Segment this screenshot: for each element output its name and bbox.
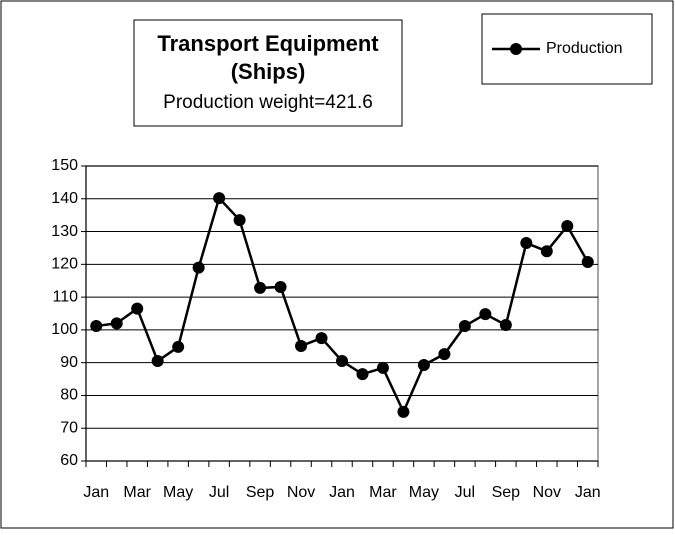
- x-tick-label: Mar: [123, 484, 151, 501]
- data-point: [213, 192, 226, 205]
- data-point: [499, 318, 512, 331]
- x-tick-label: May: [409, 484, 439, 501]
- x-tick-label: May: [163, 484, 193, 501]
- x-tick-label: Jul: [455, 484, 475, 501]
- data-point: [336, 355, 348, 368]
- data-point: [561, 219, 574, 232]
- y-tick-label: 120: [51, 256, 78, 273]
- chart-title: (Ships): [231, 59, 306, 84]
- y-tick-label: 140: [51, 190, 78, 207]
- data-point: [397, 405, 410, 418]
- title-box: [133, 19, 403, 127]
- y-tick-label: 90: [60, 354, 78, 371]
- data-point: [315, 332, 328, 345]
- data-point: [356, 368, 369, 381]
- legend-label: Production: [546, 40, 623, 57]
- data-point: [581, 256, 594, 269]
- y-tick-label: 80: [60, 387, 78, 404]
- y-tick-label: 100: [51, 321, 78, 338]
- data-point: [520, 237, 533, 250]
- data-point: [417, 358, 430, 371]
- data-point: [131, 302, 144, 315]
- x-tick-label: Sep: [492, 484, 521, 501]
- chart-subtitle: Production weight=421.6: [163, 92, 373, 113]
- y-tick-label: 110: [52, 288, 78, 305]
- data-point: [438, 348, 451, 361]
- data-point: [90, 319, 103, 332]
- x-tick-label: Mar: [369, 484, 397, 501]
- x-tick-label: Nov: [533, 484, 561, 501]
- y-tick-label: 60: [60, 452, 78, 469]
- data-point: [479, 308, 492, 321]
- plot-area: [85, 165, 599, 462]
- y-tick-label: 150: [51, 157, 78, 174]
- y-tick-label: 70: [60, 419, 78, 436]
- data-point: [540, 245, 553, 258]
- x-tick-label: Jan: [83, 484, 109, 501]
- data-point: [233, 214, 246, 227]
- data-point: [254, 281, 267, 294]
- x-tick-label: Jan: [329, 484, 355, 501]
- data-point: [172, 340, 185, 353]
- data-point: [151, 355, 164, 368]
- data-point: [192, 261, 205, 274]
- x-tick-label: Nov: [287, 484, 315, 501]
- data-point: [110, 317, 123, 330]
- data-point: [376, 361, 389, 374]
- data-point: [458, 319, 471, 332]
- data-point: [274, 280, 287, 293]
- chart-title: Transport Equipment: [157, 31, 379, 56]
- legend-marker: [510, 43, 522, 55]
- x-tick-label: Jan: [575, 484, 601, 501]
- x-tick-label: Sep: [246, 484, 275, 501]
- x-tick-label: Jul: [209, 484, 229, 501]
- data-point: [295, 339, 308, 352]
- y-tick-label: 130: [51, 223, 78, 240]
